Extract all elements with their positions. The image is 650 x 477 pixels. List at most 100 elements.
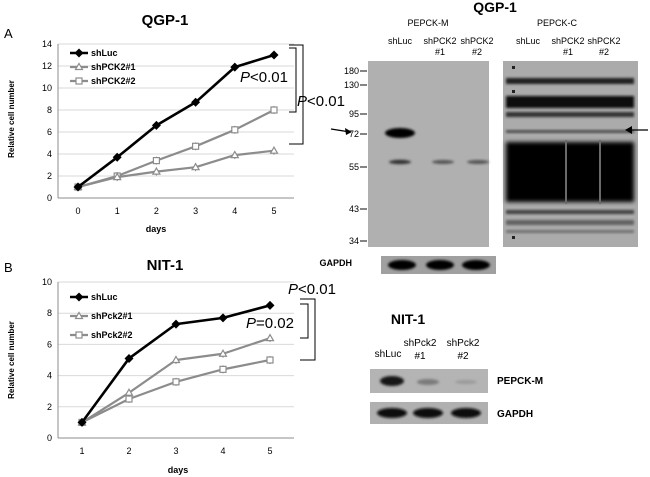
y-tick-label: 0 <box>47 193 52 203</box>
data-point <box>124 388 134 396</box>
mw-marker: 55 <box>349 162 359 172</box>
legend-marker <box>74 311 84 320</box>
x-axis-label: days <box>146 224 167 234</box>
data-point <box>230 62 240 72</box>
chart-title: QGP-1 <box>142 12 189 29</box>
x-tick-label: 3 <box>193 206 198 216</box>
y-tick-label: 2 <box>47 402 52 412</box>
lane-label: shPCK2 <box>460 36 493 46</box>
data-point <box>269 146 279 154</box>
lane-label: shPck2 <box>447 338 480 349</box>
legend-label: shPCK2#1 <box>91 62 136 72</box>
series-line <box>77 109 275 189</box>
lane-label: shPCK2 <box>551 36 584 46</box>
y-tick-label: 12 <box>42 61 52 71</box>
data-point <box>230 150 240 159</box>
band-label-pepck-m: PEPCK-M <box>497 376 543 387</box>
data-point <box>171 355 181 364</box>
lane-label: shLuc <box>388 36 413 46</box>
data-point <box>151 166 161 175</box>
lane-label: #1 <box>414 351 426 362</box>
p-value-label: P=0.02 <box>246 315 294 332</box>
panel-letter-b: B <box>4 260 13 275</box>
lane-label: #2 <box>457 351 469 362</box>
y-tick-label: 10 <box>42 83 52 93</box>
lane-label: #1 <box>435 47 445 57</box>
blot-title: QGP-1 <box>473 0 517 15</box>
x-tick-label: 1 <box>115 206 120 216</box>
axes <box>57 44 294 199</box>
legend-marker <box>75 331 83 339</box>
qgp1-western-blot: QGP-1 PEPCK-M PEPCK-C shLuc shPCK2 #1 sh… <box>319 0 648 274</box>
legend: shLuc shPCK2#1 shPCK2#2 <box>70 48 136 86</box>
lane-label: shLuc <box>516 36 541 46</box>
mw-marker: 95 <box>349 109 359 119</box>
p-value-label: P<0.01 <box>240 69 288 86</box>
x-tick-label: 1 <box>79 446 84 456</box>
mw-marker: 130 <box>344 80 359 90</box>
x-tick-label: 0 <box>75 206 80 216</box>
x-tick-label: 3 <box>173 446 178 456</box>
data-point <box>231 126 239 134</box>
series-group <box>73 50 279 192</box>
significance-bracket <box>300 298 316 361</box>
y-tick-label: 4 <box>47 371 52 381</box>
group-label-pepck-c: PEPCK-C <box>537 18 578 28</box>
data-point <box>219 365 227 373</box>
series-line <box>77 149 275 189</box>
data-point <box>152 157 160 165</box>
y-tick-label: 4 <box>47 149 52 159</box>
y-axis-label: Relative cell number <box>7 321 16 399</box>
legend-label: shLuc <box>91 48 118 58</box>
data-point <box>112 152 122 162</box>
mw-marker: 180 <box>344 66 359 76</box>
lane-label: shLuc <box>375 349 402 360</box>
data-point <box>191 162 201 171</box>
group-label-pepck-m: PEPCK-M <box>407 18 448 28</box>
grid-lines <box>58 43 294 177</box>
data-point <box>266 356 274 364</box>
data-point <box>112 172 122 181</box>
series-line <box>81 358 271 424</box>
p-value-label: P<0.01 <box>288 281 336 298</box>
loading-control-label: GAPDH <box>319 258 352 268</box>
data-point <box>265 300 275 310</box>
mw-marker: 34 <box>349 236 359 246</box>
lane-label: shPCK2 <box>587 36 620 46</box>
lane-label: #2 <box>599 47 609 57</box>
y-tick-label: 10 <box>42 277 52 287</box>
mw-marker: 43 <box>349 204 359 214</box>
p-value-label: P<0.01 <box>297 93 345 110</box>
series-line <box>77 53 275 189</box>
lane-label: shPck2 <box>404 338 437 349</box>
data-point <box>171 319 181 329</box>
data-point <box>125 395 133 403</box>
legend-marker <box>74 48 84 58</box>
band-label-gapdh: GAPDH <box>497 409 533 420</box>
data-point <box>270 106 278 114</box>
significance-bracket <box>289 44 304 145</box>
gel-pepck-m <box>368 61 489 247</box>
y-tick-label: 2 <box>47 171 52 181</box>
x-tick-label: 4 <box>220 446 225 456</box>
lane-label: shPCK2 <box>423 36 456 46</box>
x-tick-label: 2 <box>126 446 131 456</box>
lane-label: #1 <box>563 47 573 57</box>
data-point <box>218 313 228 323</box>
panel-letter-a: A <box>4 26 13 41</box>
legend-marker <box>74 62 84 71</box>
nit1-western-blot: NIT-1 shLuc shPck2 #1 shPck2 #2 PEPCK-M … <box>370 311 543 424</box>
y-tick-label: 14 <box>42 39 52 49</box>
grid-lines <box>58 281 294 408</box>
y-tick-label: 6 <box>47 127 52 137</box>
chart-title: NIT-1 <box>147 257 184 274</box>
data-point <box>269 50 279 60</box>
significance-bracket <box>300 303 309 339</box>
axes <box>57 282 294 439</box>
data-point <box>218 349 228 357</box>
legend-label: shPck2#2 <box>91 330 133 340</box>
legend-label: shLuc <box>91 292 118 302</box>
